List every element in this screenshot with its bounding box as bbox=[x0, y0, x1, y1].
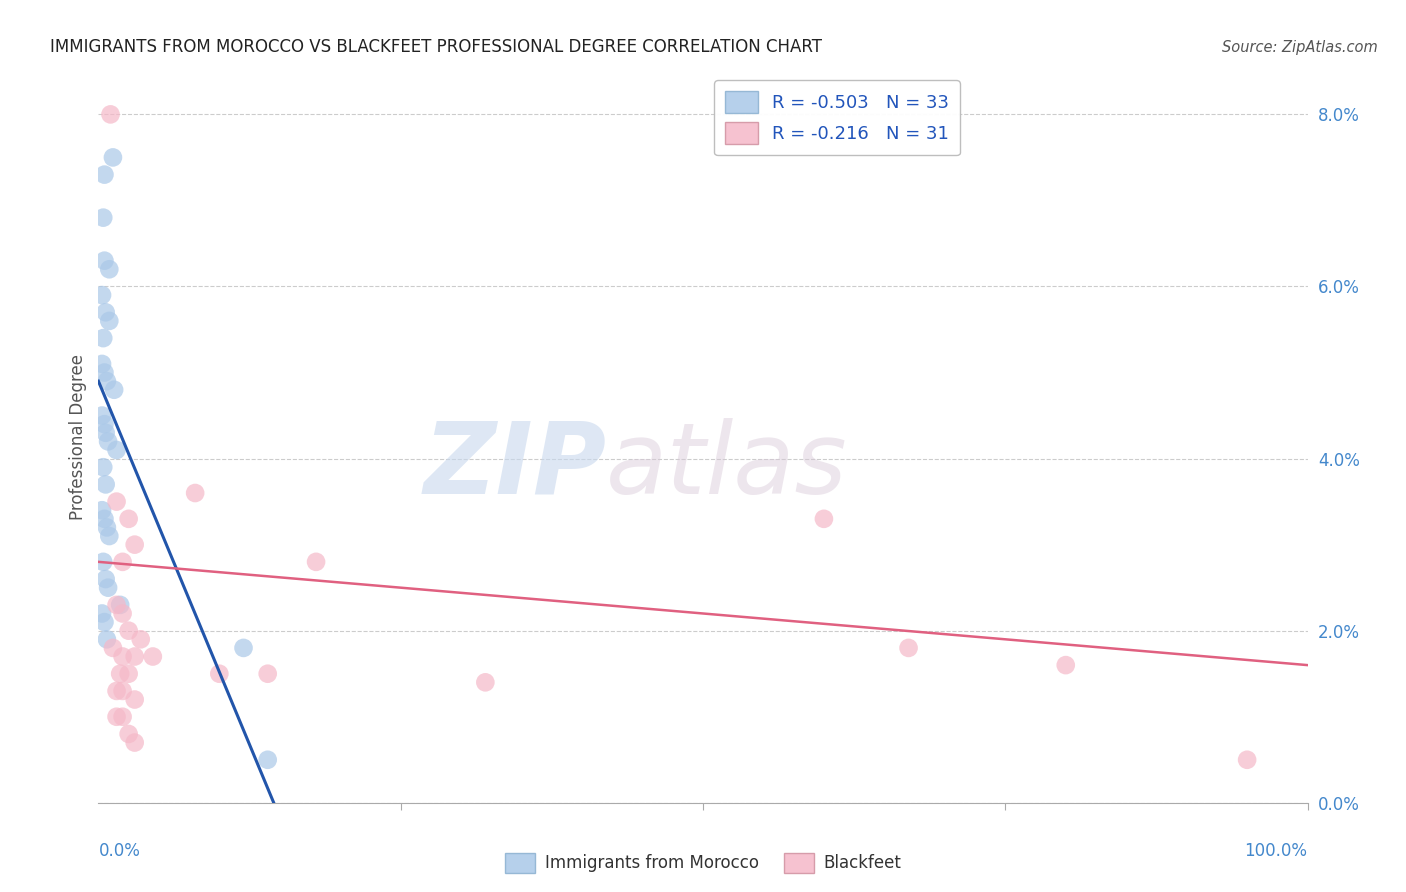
Point bbox=[813, 512, 835, 526]
Point bbox=[96, 520, 118, 534]
Point bbox=[97, 434, 120, 449]
Point bbox=[111, 607, 134, 621]
Point bbox=[91, 460, 114, 475]
Point bbox=[305, 555, 328, 569]
Point bbox=[142, 649, 165, 664]
Point bbox=[897, 640, 920, 655]
Point bbox=[91, 555, 114, 569]
Point bbox=[101, 150, 124, 164]
Point bbox=[100, 107, 122, 121]
Point bbox=[184, 486, 207, 500]
Point bbox=[124, 692, 146, 706]
Point bbox=[98, 314, 121, 328]
Point bbox=[118, 624, 141, 638]
Point bbox=[96, 632, 118, 647]
Point bbox=[94, 305, 117, 319]
Text: 0.0%: 0.0% bbox=[98, 842, 141, 860]
Point bbox=[111, 684, 134, 698]
Point bbox=[91, 357, 114, 371]
Point bbox=[93, 615, 115, 629]
Point bbox=[232, 640, 254, 655]
Point bbox=[105, 598, 128, 612]
Point bbox=[105, 684, 128, 698]
Point bbox=[124, 735, 146, 749]
Point bbox=[124, 538, 146, 552]
Point bbox=[111, 555, 134, 569]
Point bbox=[105, 442, 128, 457]
Point bbox=[1236, 753, 1258, 767]
Point bbox=[96, 374, 118, 388]
Point bbox=[97, 581, 120, 595]
Point bbox=[91, 409, 114, 423]
Point bbox=[93, 253, 115, 268]
Text: Source: ZipAtlas.com: Source: ZipAtlas.com bbox=[1222, 40, 1378, 55]
Point bbox=[93, 168, 115, 182]
Point bbox=[94, 572, 117, 586]
Point bbox=[208, 666, 231, 681]
Point bbox=[256, 666, 278, 681]
Point bbox=[93, 512, 115, 526]
Point bbox=[91, 607, 114, 621]
Legend: Immigrants from Morocco, Blackfeet: Immigrants from Morocco, Blackfeet bbox=[498, 847, 908, 880]
Point bbox=[94, 477, 117, 491]
Point bbox=[91, 331, 114, 345]
Text: ZIP: ZIP bbox=[423, 417, 606, 515]
Point bbox=[91, 288, 114, 302]
Point bbox=[91, 211, 114, 225]
Legend: R = -0.503   N = 33, R = -0.216   N = 31: R = -0.503 N = 33, R = -0.216 N = 31 bbox=[714, 80, 960, 155]
Text: IMMIGRANTS FROM MOROCCO VS BLACKFEET PROFESSIONAL DEGREE CORRELATION CHART: IMMIGRANTS FROM MOROCCO VS BLACKFEET PRO… bbox=[51, 38, 823, 56]
Point bbox=[1054, 658, 1077, 673]
Point bbox=[474, 675, 496, 690]
Point bbox=[256, 753, 278, 767]
Point bbox=[94, 425, 117, 440]
Point bbox=[108, 666, 131, 681]
Point bbox=[105, 494, 128, 508]
Y-axis label: Professional Degree: Professional Degree bbox=[69, 354, 87, 520]
Point bbox=[118, 727, 141, 741]
Point bbox=[108, 598, 131, 612]
Point bbox=[111, 649, 134, 664]
Point bbox=[101, 640, 124, 655]
Point bbox=[93, 366, 115, 380]
Point bbox=[91, 503, 114, 517]
Point bbox=[98, 529, 121, 543]
Text: 100.0%: 100.0% bbox=[1244, 842, 1308, 860]
Point bbox=[98, 262, 121, 277]
Point bbox=[118, 666, 141, 681]
Point bbox=[93, 417, 115, 432]
Point bbox=[129, 632, 152, 647]
Point bbox=[111, 710, 134, 724]
Point bbox=[118, 512, 141, 526]
Text: atlas: atlas bbox=[606, 417, 848, 515]
Point bbox=[124, 649, 146, 664]
Point bbox=[103, 383, 125, 397]
Point bbox=[105, 710, 128, 724]
